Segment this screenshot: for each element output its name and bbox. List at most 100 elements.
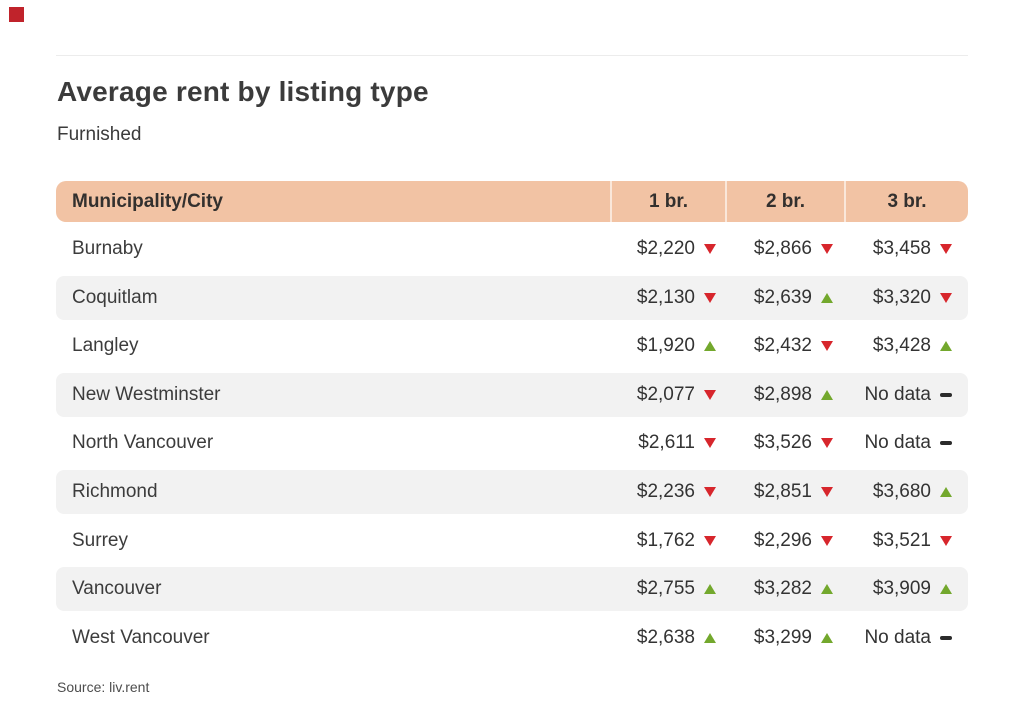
trend-icon — [821, 584, 833, 595]
rent-cell-1br: $2,755 — [610, 578, 725, 600]
trend-icon — [704, 244, 716, 254]
rent-value: $2,130 — [636, 286, 695, 308]
trend-icon — [821, 389, 833, 400]
rent-value: $2,236 — [636, 480, 695, 502]
rent-cell-2br: $2,296 — [725, 530, 844, 552]
rent-value: $3,299 — [753, 626, 812, 648]
trend-icon — [940, 292, 952, 303]
rent-value: $2,220 — [636, 238, 695, 259]
table-header-row: Municipality/City 1 br. 2 br. 3 br. — [56, 181, 968, 222]
trend-icon — [821, 535, 833, 546]
rent-cell-3br: $3,680 — [844, 481, 968, 503]
rent-value: $3,282 — [753, 578, 812, 600]
rent-cell-2br: $2,432 — [725, 335, 844, 357]
rent-value: No data — [864, 383, 931, 405]
trend-icon — [821, 438, 833, 449]
rent-cell-1br: $1,762 — [610, 530, 725, 552]
trend-icon — [821, 341, 833, 352]
trend-icon — [940, 635, 952, 640]
table-row: New Westminster $2,077 $2,898 No data — [56, 372, 968, 417]
trend-icon — [940, 244, 952, 254]
trend-icon — [940, 341, 952, 352]
rent-cell-3br: $3,521 — [844, 530, 968, 552]
trend-icon — [704, 632, 716, 643]
table-row: Richmond $2,236 $2,851 $3,680 — [56, 469, 968, 514]
city-cell: Coquitlam — [72, 286, 158, 308]
rent-value: $3,521 — [872, 529, 931, 551]
rent-value: No data — [864, 432, 931, 454]
rent-value: $3,680 — [872, 480, 931, 502]
rent-cell-3br: No data — [844, 627, 968, 649]
trend-icon — [704, 535, 716, 546]
city-cell: Burnaby — [72, 238, 143, 259]
source-text: Source: liv.rent — [57, 679, 150, 695]
trend-icon — [940, 486, 952, 497]
table-row: West Vancouver $2,638 $3,299 No data — [56, 616, 968, 660]
header-cell-3br: 3 br. — [844, 181, 968, 222]
rent-value: $3,909 — [872, 578, 931, 600]
rent-cell-1br: $2,077 — [610, 384, 725, 406]
rent-cell-1br: $2,638 — [610, 627, 725, 649]
rent-cell-2br: $3,282 — [725, 578, 844, 600]
city-cell: North Vancouver — [72, 432, 214, 454]
page-title: Average rent by listing type — [57, 76, 429, 107]
rent-value: $2,898 — [753, 383, 812, 405]
top-divider — [56, 55, 968, 56]
rent-value: $2,077 — [636, 383, 695, 405]
rent-cell-2br: $2,866 — [725, 238, 844, 260]
rent-cell-1br: $1,920 — [610, 335, 725, 357]
header-cell-city: Municipality/City — [72, 190, 223, 212]
trend-icon — [821, 486, 833, 497]
rent-cell-3br: No data — [844, 384, 968, 406]
trend-icon — [940, 392, 952, 397]
rent-value: $2,611 — [638, 432, 695, 454]
city-cell: Richmond — [72, 480, 158, 502]
table-row: North Vancouver $2,611 $3,526 No data — [56, 421, 968, 465]
rent-value: $3,428 — [872, 335, 931, 357]
city-cell: Surrey — [72, 529, 128, 551]
red-square-icon — [9, 7, 24, 22]
trend-icon — [704, 292, 716, 303]
rent-value: $1,920 — [636, 335, 695, 357]
rent-value: $3,320 — [872, 286, 931, 308]
trend-icon — [821, 632, 833, 643]
table-row: Langley $1,920 $2,432 $3,428 — [56, 324, 968, 368]
table-row: Coquitlam $2,130 $2,639 $3,320 — [56, 275, 968, 320]
trend-icon — [940, 584, 952, 595]
rent-cell-3br: No data — [844, 432, 968, 454]
trend-icon — [821, 292, 833, 303]
rent-value: $2,851 — [753, 480, 812, 502]
trend-icon — [940, 441, 952, 446]
rent-value: $2,639 — [753, 286, 812, 308]
rent-cell-1br: $2,220 — [610, 238, 725, 260]
city-cell: Langley — [72, 335, 139, 357]
rent-value: $3,526 — [753, 432, 812, 454]
rent-value: $3,458 — [872, 238, 931, 259]
trend-icon — [704, 389, 716, 400]
table-row: Vancouver $2,755 $3,282 $3,909 — [56, 567, 968, 612]
rent-cell-1br: $2,611 — [610, 432, 725, 454]
rent-cell-2br: $3,299 — [725, 627, 844, 649]
rent-value: $2,755 — [636, 578, 695, 600]
trend-icon — [821, 244, 833, 254]
header-cell-1br: 1 br. — [610, 181, 725, 222]
rent-cell-3br: $3,909 — [844, 578, 968, 600]
rent-cell-3br: $3,320 — [844, 287, 968, 309]
rent-cell-1br: $2,236 — [610, 481, 725, 503]
trend-icon — [704, 438, 716, 449]
city-cell: New Westminster — [72, 383, 221, 405]
trend-icon — [704, 584, 716, 595]
rent-value: $1,762 — [636, 529, 695, 551]
header-cell-2br: 2 br. — [725, 181, 844, 222]
rent-value: $2,296 — [753, 529, 812, 551]
city-cell: Vancouver — [72, 578, 162, 600]
table-row: Burnaby $2,220 $2,866 $3,458 — [56, 227, 968, 271]
trend-icon — [940, 535, 952, 546]
rent-cell-2br: $2,639 — [725, 287, 844, 309]
rent-cell-2br: $2,898 — [725, 384, 844, 406]
city-cell: West Vancouver — [72, 626, 210, 648]
rent-cell-2br: $2,851 — [725, 481, 844, 503]
trend-icon — [704, 486, 716, 497]
rent-value: $2,638 — [636, 626, 695, 648]
page-subtitle: Furnished — [57, 124, 142, 145]
